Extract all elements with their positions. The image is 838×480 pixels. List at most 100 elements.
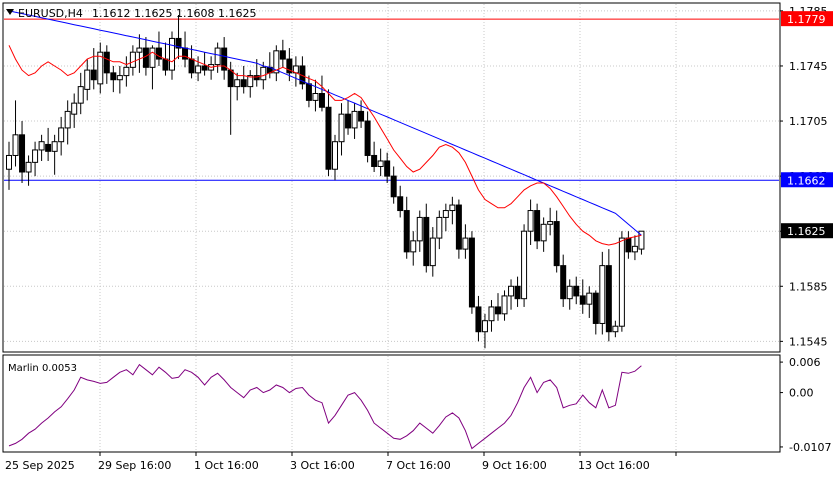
candle [468,231,475,314]
candle [403,196,410,259]
candle [481,313,488,349]
price-tick-label: 1.1705 [789,115,828,128]
svg-text:1.1779: 1.1779 [787,13,826,26]
candle [345,100,352,135]
candle [455,199,462,259]
candle [390,166,397,204]
candle [553,210,560,273]
level-tag: 1.1662 [781,172,833,188]
candle [416,210,423,252]
indicator-panel [2,354,781,453]
candle [514,276,521,307]
candle [612,320,619,338]
candle [429,227,436,277]
candle [110,65,117,93]
candle [201,52,208,76]
time-tick-label: 1 Oct 16:00 [194,459,259,472]
candle [579,279,586,314]
candle [534,203,541,250]
candle [97,42,104,94]
candle [103,45,110,84]
candle [175,15,182,60]
candle [38,134,45,161]
candle [540,217,547,252]
candle [397,185,404,218]
ohlc-values: 1.1612 1.1625 1.1608 1.1625 [92,7,256,20]
candle [377,148,384,177]
price-tick-label: 1.1545 [789,335,828,348]
candle [240,65,247,94]
candle [214,42,221,73]
svg-text:1.1625: 1.1625 [787,225,826,238]
candle [495,293,501,321]
candle [521,224,528,307]
candle [84,59,91,101]
candle [586,286,593,318]
candle [631,235,638,261]
candle [12,100,19,167]
candle [312,79,319,112]
candle [566,279,573,310]
time-tick-label: 9 Oct 16:00 [482,459,547,472]
candle [423,203,430,273]
candle [169,31,175,80]
candle [547,207,554,236]
candle [573,276,580,305]
time-tick-label: 29 Sep 16:00 [98,459,171,472]
price-tick-label: 1.1745 [789,60,828,73]
candle [410,231,417,266]
candle [155,31,162,66]
time-tick-label: 13 Oct 16:00 [578,459,650,472]
candle [195,56,202,82]
candle [6,141,12,190]
candle [436,210,443,250]
candle [358,100,365,128]
candle [364,111,371,163]
time-axis: 25 Sep 2025 29 Sep 16:00 1 Oct 16:00 3 Oct … [5,452,677,472]
candle [338,103,345,156]
candle [618,231,625,332]
candle [475,295,482,342]
candle [508,279,515,310]
candle [442,203,449,232]
candle [279,39,286,68]
candle [371,141,378,172]
candle [25,155,32,186]
candle [77,72,84,115]
ma-fast-line [8,45,642,246]
level-tag: 1.1625 [781,223,833,239]
time-tick-label: 25 Sep 2025 [5,459,75,472]
grid [4,4,779,451]
candle [90,48,97,90]
moving-averages [8,10,642,246]
candle [136,34,143,73]
marlin-line [8,363,642,450]
candle [19,121,26,184]
candle [318,75,325,112]
candle [123,56,130,87]
candle [384,152,391,184]
candle [527,199,534,245]
indicator-tick-label: 0.00 [789,387,814,400]
candle [351,103,358,139]
candle [592,290,599,335]
time-tick-label: 7 Oct 16:00 [386,459,451,472]
candle [71,93,78,128]
indicator-label: Marlin 0.0053 [8,363,77,374]
candle [273,45,280,82]
price-axis: 1.17851.17451.17051.16651.16251.15851.15… [780,5,833,454]
svg-text:1.1662: 1.1662 [787,174,826,187]
oscillator [8,363,642,450]
candle [45,127,52,161]
symbol-label: EURUSD,H4 [18,7,83,20]
candle [325,89,332,177]
candle [488,300,495,332]
candle [221,37,228,80]
dropdown-arrow-icon[interactable] [6,9,14,15]
candle [501,290,508,321]
price-tick-label: 1.1585 [789,280,828,293]
candle [51,134,58,175]
candle [449,196,456,225]
